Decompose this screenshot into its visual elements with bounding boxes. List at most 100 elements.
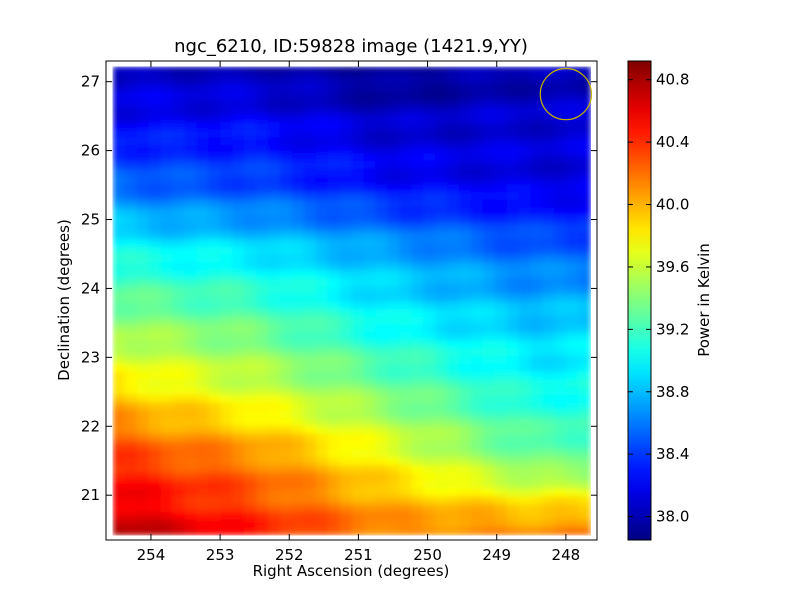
heatmap-cell [208, 222, 222, 232]
heatmap-cell [506, 89, 520, 99]
heatmap-cell [566, 160, 579, 169]
heatmap-cell [554, 339, 568, 349]
heatmap-cell [268, 425, 281, 434]
heatmap-cell [363, 362, 377, 372]
heatmap-cell [184, 362, 198, 372]
heatmap-cell [435, 105, 448, 115]
heatmap-cell [578, 355, 591, 364]
heatmap-cell [387, 316, 401, 325]
heatmap-cell [220, 456, 234, 466]
heatmap-cell [220, 464, 234, 473]
heatmap-cell [184, 261, 198, 271]
heatmap-cell [542, 113, 556, 122]
heatmap-cell [244, 183, 257, 193]
heatmap-cell [256, 417, 269, 427]
heatmap-cell [256, 487, 269, 497]
heatmap-cell [232, 511, 245, 520]
heatmap-cell [470, 409, 484, 419]
heatmap-cell [220, 152, 234, 161]
heatmap-cell [411, 472, 424, 481]
heatmap-cell [518, 74, 532, 83]
heatmap-cell [494, 167, 508, 177]
heatmap-cell [351, 316, 365, 325]
heatmap-cell [327, 464, 341, 473]
heatmap-cell [482, 222, 496, 232]
heatmap-cell [458, 456, 472, 466]
heatmap-cell [530, 183, 544, 193]
heatmap-cell [375, 105, 389, 115]
heatmap-cell [220, 300, 234, 310]
heatmap-cell [554, 464, 568, 473]
heatmap-cell [387, 347, 401, 356]
heatmap-cell [351, 448, 365, 458]
heatmap-cell [196, 152, 210, 161]
heatmap-cell [124, 472, 138, 481]
heatmap-cell [268, 292, 281, 302]
heatmap-cell [530, 347, 544, 356]
heatmap-cell [208, 167, 222, 177]
heatmap-cell [458, 472, 472, 481]
heatmap-cell [327, 425, 341, 434]
heatmap-cell [303, 316, 317, 325]
heatmap-cell [351, 394, 365, 403]
heatmap-cell [232, 487, 245, 497]
heatmap-cell [136, 347, 150, 356]
heatmap-cell [518, 136, 532, 146]
heatmap-cell [578, 292, 591, 302]
heatmap-cell [256, 136, 269, 146]
heatmap-cell [363, 230, 377, 239]
heatmap-cell [435, 269, 448, 278]
heatmap-cell [423, 175, 436, 185]
heatmap-cell [172, 245, 186, 255]
heatmap-cell [387, 464, 401, 473]
heatmap-cell [554, 526, 568, 536]
heatmap-cell [423, 409, 436, 419]
heatmap-cell [208, 199, 222, 208]
heatmap-cell [327, 300, 341, 310]
heatmap-cell [470, 456, 484, 466]
heatmap-cell [578, 199, 591, 208]
heatmap-cell [578, 316, 591, 325]
heatmap-cell [446, 191, 460, 200]
heatmap-cell [542, 425, 556, 434]
heatmap-cell [578, 261, 591, 271]
heatmap-cell [303, 66, 317, 76]
heatmap-cell [268, 253, 281, 263]
heatmap-cell [315, 74, 329, 83]
heatmap-cell [566, 105, 579, 115]
heatmap-cell [351, 362, 365, 372]
heatmap-cell [423, 292, 436, 302]
heatmap-cell [542, 511, 556, 520]
heatmap-cell [363, 128, 377, 138]
heatmap-cell [399, 191, 412, 200]
heatmap-cell [232, 183, 245, 193]
heatmap-cell [256, 292, 269, 302]
heatmap-cell [554, 82, 568, 91]
heatmap-cell [435, 370, 448, 380]
heatmap-cell [470, 66, 484, 76]
heatmap-cell [160, 417, 174, 427]
heatmap-cell [506, 269, 520, 278]
heatmap-cell [506, 394, 520, 403]
heatmap-cell [268, 378, 281, 388]
heatmap-cell [506, 152, 520, 161]
heatmap-cell [196, 253, 210, 263]
heatmap-cell [423, 518, 436, 528]
heatmap-cell [172, 74, 186, 83]
heatmap-cell [232, 89, 245, 99]
heatmap-cell [244, 425, 257, 434]
heatmap-cell [566, 316, 579, 325]
heatmap-cell [339, 316, 353, 325]
heatmap-cell [351, 66, 365, 76]
heatmap-cell [136, 82, 150, 91]
heatmap-cell [220, 448, 234, 458]
heatmap-cell [578, 472, 591, 481]
heatmap-cell [411, 89, 424, 99]
heatmap-cell [530, 378, 544, 388]
heatmap-cell [351, 97, 365, 107]
heatmap-cell [351, 355, 365, 364]
heatmap-cell [232, 82, 245, 91]
heatmap-cell [423, 308, 436, 317]
heatmap-cell [244, 144, 257, 154]
heatmap-cell [423, 456, 436, 466]
